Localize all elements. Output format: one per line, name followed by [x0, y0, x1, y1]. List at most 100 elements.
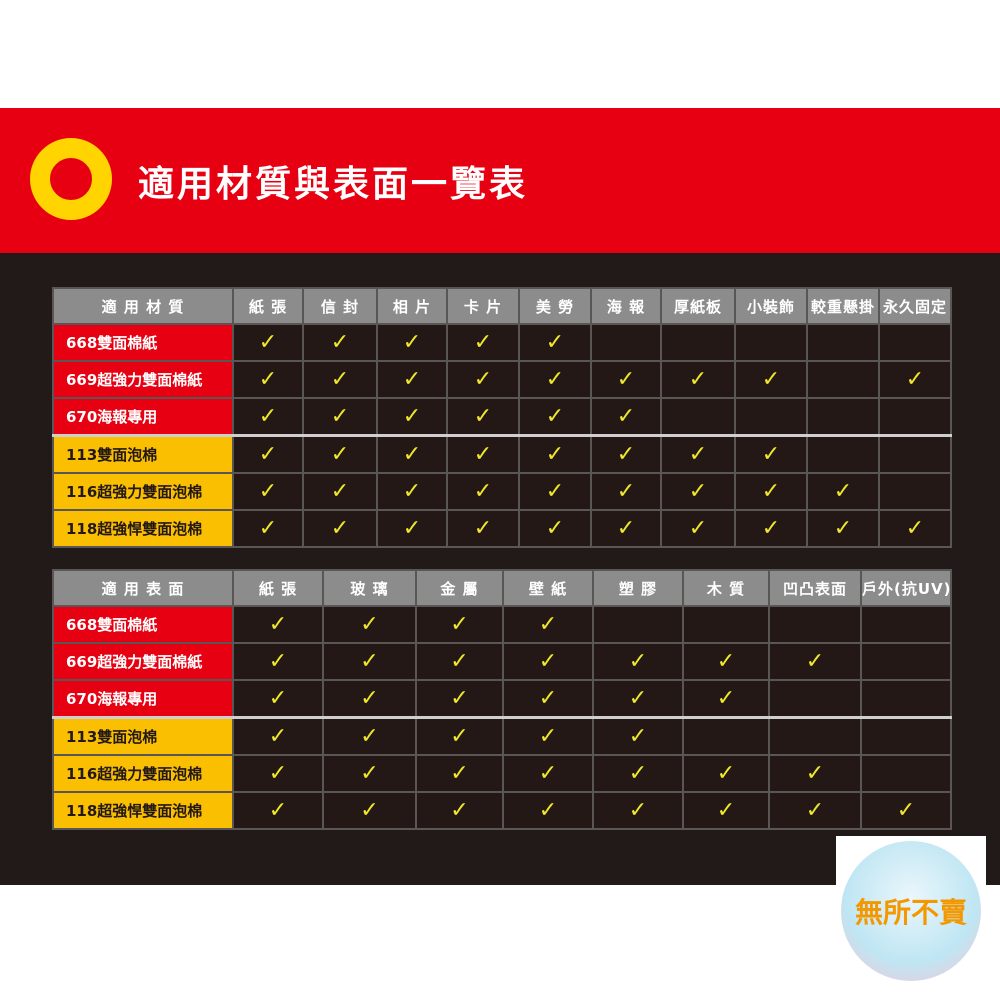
check-cell: ✓ — [768, 791, 862, 830]
check-cell: ✓ — [660, 434, 736, 474]
check-cell: ✓ — [502, 679, 594, 719]
check-cell: ✓ — [446, 397, 520, 437]
check-icon: ✓ — [833, 479, 853, 504]
check-cell: ✓ — [502, 754, 594, 793]
check-icon: ✓ — [330, 367, 350, 392]
column-header: 木 質 — [682, 569, 770, 607]
check-cell — [682, 716, 770, 756]
check-cell: ✓ — [376, 360, 448, 399]
check-cell: ✓ — [660, 472, 736, 511]
check-icon: ✓ — [716, 649, 736, 674]
check-icon: ✓ — [905, 367, 925, 392]
check-cell: ✓ — [592, 642, 684, 681]
check-cell: ✓ — [232, 509, 304, 548]
check-icon: ✓ — [538, 761, 558, 786]
column-header: 紙 張 — [232, 569, 324, 607]
check-cell: ✓ — [590, 360, 662, 399]
table-row: 669超強力雙面棉紙 ✓ ✓ ✓ ✓ ✓ ✓ ✓ ✓ ✓ — [52, 360, 952, 399]
check-cell: ✓ — [415, 679, 504, 719]
check-cell: ✓ — [322, 716, 417, 756]
column-header: 壁 紙 — [502, 569, 594, 607]
check-cell: ✓ — [232, 791, 324, 830]
table-row: 669超強力雙面棉紙 ✓ ✓ ✓ ✓ ✓ ✓ ✓ — [52, 642, 952, 681]
check-icon: ✓ — [545, 442, 565, 467]
check-icon: ✓ — [360, 798, 379, 823]
product-name: 670海報專用 — [52, 679, 234, 719]
check-cell: ✓ — [590, 472, 662, 511]
check-cell: ✓ — [518, 509, 592, 548]
check-cell — [734, 323, 808, 362]
check-icon: ✓ — [450, 798, 469, 823]
column-header: 信 封 — [302, 287, 378, 325]
check-cell: ✓ — [322, 679, 417, 719]
check-cell — [860, 642, 952, 681]
check-cell: ✓ — [415, 791, 504, 830]
check-cell: ✓ — [734, 472, 808, 511]
check-icon: ✓ — [268, 724, 288, 749]
check-cell: ✓ — [518, 472, 592, 511]
check-cell: ✓ — [682, 642, 770, 681]
check-icon: ✓ — [628, 798, 648, 823]
header-label: 適 用 表 面 — [52, 569, 234, 607]
check-cell — [734, 397, 808, 437]
check-icon: ✓ — [402, 442, 422, 467]
column-header: 卡 片 — [446, 287, 520, 325]
check-icon: ✓ — [716, 798, 736, 823]
check-cell: ✓ — [302, 323, 378, 362]
check-icon: ✓ — [545, 330, 565, 355]
materials-table: 適 用 材 質紙 張信 封相 片卡 片美 勞海 報厚紙板 小裝飾 較重懸掛 永久固定 6… — [52, 287, 952, 548]
check-cell: ✓ — [518, 434, 592, 474]
check-cell: ✓ — [446, 434, 520, 474]
check-icon: ✓ — [538, 612, 558, 637]
check-cell: ✓ — [446, 509, 520, 548]
check-cell: ✓ — [682, 754, 770, 793]
check-icon: ✓ — [268, 798, 288, 823]
check-cell: ✓ — [660, 360, 736, 399]
check-cell: ✓ — [322, 605, 417, 644]
check-icon: ✓ — [268, 761, 288, 786]
product-name: 669超強力雙面棉紙 — [52, 360, 234, 399]
check-icon: ✓ — [545, 404, 565, 429]
check-cell — [806, 360, 880, 399]
table-row: 113雙面泡棉 ✓ ✓ ✓ ✓ ✓ ✓ ✓ ✓ — [52, 434, 952, 474]
check-cell: ✓ — [518, 397, 592, 437]
check-cell: ✓ — [232, 472, 304, 511]
check-icon: ✓ — [473, 367, 493, 392]
check-icon: ✓ — [616, 404, 636, 429]
check-cell: ✓ — [592, 716, 684, 756]
table-row: 668雙面棉紙 ✓ ✓ ✓ ✓ — [52, 605, 952, 644]
column-header: 金 屬 — [415, 569, 504, 607]
check-icon: ✓ — [473, 516, 493, 541]
check-cell: ✓ — [446, 472, 520, 511]
check-cell — [768, 716, 862, 756]
check-cell: ✓ — [860, 791, 952, 830]
check-icon: ✓ — [473, 442, 493, 467]
check-cell: ✓ — [232, 642, 324, 681]
check-icon: ✓ — [258, 367, 278, 392]
check-cell: ✓ — [232, 605, 324, 644]
check-cell: ✓ — [322, 642, 417, 681]
check-cell: ✓ — [302, 360, 378, 399]
check-cell — [590, 323, 662, 362]
check-cell: ✓ — [232, 679, 324, 719]
check-cell: ✓ — [376, 472, 448, 511]
check-cell — [806, 323, 880, 362]
title-banner — [0, 108, 1000, 253]
check-icon: ✓ — [360, 612, 379, 637]
check-cell: ✓ — [232, 716, 324, 756]
column-header: 紙 張 — [232, 287, 304, 325]
column-header: 美 勞 — [518, 287, 592, 325]
check-cell — [860, 754, 952, 793]
check-cell — [860, 679, 952, 719]
check-icon: ✓ — [360, 761, 379, 786]
check-cell — [806, 397, 880, 437]
check-icon: ✓ — [688, 442, 708, 467]
check-cell: ✓ — [734, 434, 808, 474]
column-header: 厚紙板 — [660, 287, 736, 325]
check-cell: ✓ — [590, 509, 662, 548]
check-icon: ✓ — [402, 404, 422, 429]
product-name: 668雙面棉紙 — [52, 323, 234, 362]
check-icon: ✓ — [402, 516, 422, 541]
check-cell — [860, 716, 952, 756]
check-icon: ✓ — [688, 479, 708, 504]
